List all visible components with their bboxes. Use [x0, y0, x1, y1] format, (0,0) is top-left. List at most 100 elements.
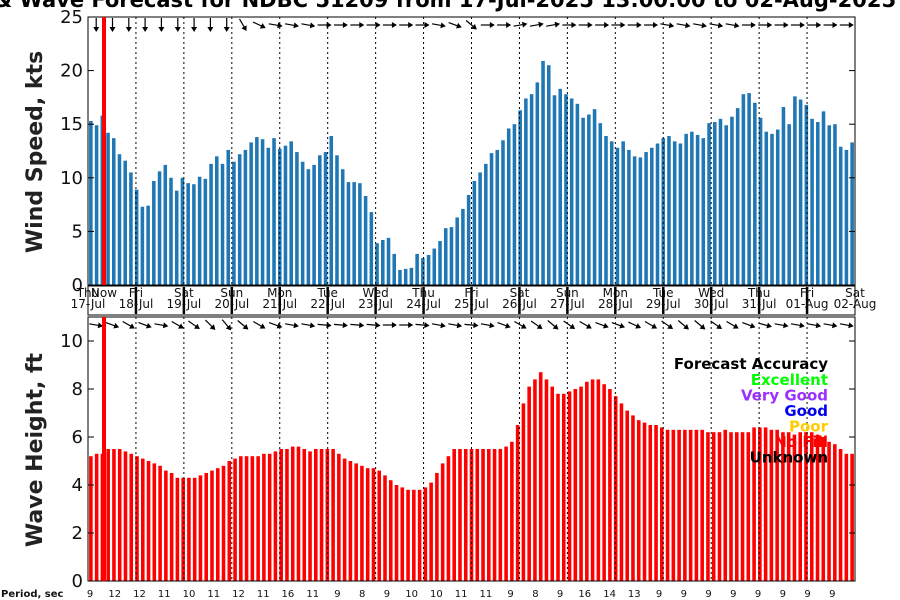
- wave-y-tick-label: 10: [60, 331, 83, 352]
- wave-bar: [192, 477, 197, 581]
- wave-direction-arrow: [563, 320, 576, 330]
- wave-direction-arrow: [661, 320, 674, 330]
- wind-bar: [255, 137, 259, 285]
- wind-bar: [277, 148, 282, 285]
- wind-bar: [535, 82, 540, 285]
- wave-bar: [129, 453, 134, 581]
- wave-bar: [210, 470, 214, 581]
- day-label-date: 30-Jul: [694, 297, 729, 311]
- wave-bar: [694, 429, 699, 581]
- wind-y-tick-label: 15: [60, 114, 83, 135]
- wind-bar: [443, 228, 448, 285]
- period-value: 9: [755, 589, 761, 600]
- wind-direction-arrow: [480, 22, 495, 28]
- wave-bar: [590, 379, 595, 581]
- wind-bar: [609, 141, 614, 285]
- wind-direction-arrow: [644, 22, 658, 28]
- wave-bar: [758, 427, 762, 581]
- wave-bar: [146, 461, 151, 581]
- wave-y-tick-label: 4: [72, 475, 83, 496]
- period-value: 11: [207, 589, 220, 600]
- wind-bar: [690, 131, 694, 285]
- wind-bar: [758, 117, 763, 286]
- wave-bar: [239, 456, 243, 581]
- wave-bar: [838, 449, 843, 581]
- wave-y-tick-label: 8: [72, 379, 83, 400]
- period-value: 10: [430, 589, 443, 600]
- wave-bar: [388, 480, 393, 581]
- wave-direction-arrow: [758, 322, 772, 329]
- wave-bar: [440, 463, 445, 581]
- wind-bar: [850, 142, 854, 285]
- day-label-weekday: Tue: [652, 286, 674, 300]
- wave-direction-arrow: [807, 322, 822, 329]
- wind-bar: [466, 194, 471, 285]
- wind-direction-arrow: [839, 22, 854, 28]
- wave-bar: [463, 449, 468, 581]
- wave-direction-arrow: [122, 320, 135, 329]
- wave-bar: [406, 489, 410, 581]
- wind-direction-arrow: [774, 22, 789, 28]
- wind-y-tick-label: 25: [60, 7, 83, 28]
- wave-bar: [775, 429, 779, 581]
- period-value: 9: [557, 589, 563, 600]
- wave-bar: [469, 449, 474, 581]
- period-value: 12: [133, 589, 146, 600]
- wave-direction-arrow: [823, 322, 838, 329]
- wind-bar: [615, 147, 620, 285]
- wind-bar: [735, 108, 740, 286]
- wave-bar: [769, 429, 774, 581]
- day-label-band: [87, 285, 856, 316]
- wind-bar: [678, 143, 683, 285]
- wave-direction-arrow: [268, 322, 283, 329]
- wind-bar: [529, 94, 534, 286]
- day-label-date: 24-Jul: [406, 297, 441, 311]
- wind-bar: [541, 60, 545, 286]
- accuracy-legend-item: Poor: [789, 418, 829, 436]
- wind-bar: [386, 237, 391, 285]
- wind-direction-arrow: [285, 22, 299, 29]
- accuracy-legend-item: Excellent: [751, 371, 828, 389]
- day-label-weekday: Sun: [556, 286, 579, 300]
- wave-bar: [152, 463, 157, 581]
- wave-bar: [740, 432, 745, 581]
- wave-bar: [809, 432, 814, 581]
- day-label-weekday: Thu: [747, 286, 771, 300]
- wave-bar: [262, 453, 266, 581]
- period-value: 9: [705, 589, 711, 600]
- day-label-weekday: Tue: [316, 286, 338, 300]
- wind-direction-arrow: [431, 22, 446, 29]
- wind-direction-arrow: [109, 18, 116, 32]
- wind-bar: [215, 156, 219, 285]
- wave-bar: [510, 441, 514, 581]
- wave-direction-arrow: [480, 322, 495, 329]
- wind-bar: [672, 141, 677, 285]
- wave-bar: [717, 432, 722, 581]
- wind-bar: [627, 149, 631, 285]
- wave-bar: [169, 473, 174, 581]
- wind-bar: [94, 125, 99, 286]
- wind-direction-arrow: [497, 22, 512, 28]
- wind-direction-arrow: [741, 22, 756, 28]
- wind-bar: [260, 139, 265, 285]
- accuracy-legend-item: No Fill: [774, 433, 828, 451]
- wind-bar: [232, 161, 236, 285]
- wave-direction-arrow: [839, 322, 854, 329]
- wave-bar: [371, 468, 376, 581]
- wave-direction-arrow: [677, 320, 689, 330]
- wind-direction-arrow: [366, 22, 381, 28]
- wind-direction-arrow: [238, 18, 247, 32]
- wave-bar: [458, 449, 462, 581]
- wave-bar: [417, 489, 422, 581]
- period-value: 8: [532, 589, 538, 600]
- day-label-date: 21-Jul: [262, 297, 297, 311]
- wave-direction-arrow: [774, 322, 789, 329]
- day-label-date: 31-Jul: [742, 297, 777, 311]
- wind-bar: [844, 149, 849, 285]
- wind-bar: [501, 140, 505, 285]
- wind-bar: [558, 88, 562, 285]
- wave-bar: [123, 451, 128, 581]
- wind-direction-arrow: [611, 22, 626, 28]
- wave-direction-arrow: [431, 322, 446, 329]
- wave-bar: [256, 456, 260, 581]
